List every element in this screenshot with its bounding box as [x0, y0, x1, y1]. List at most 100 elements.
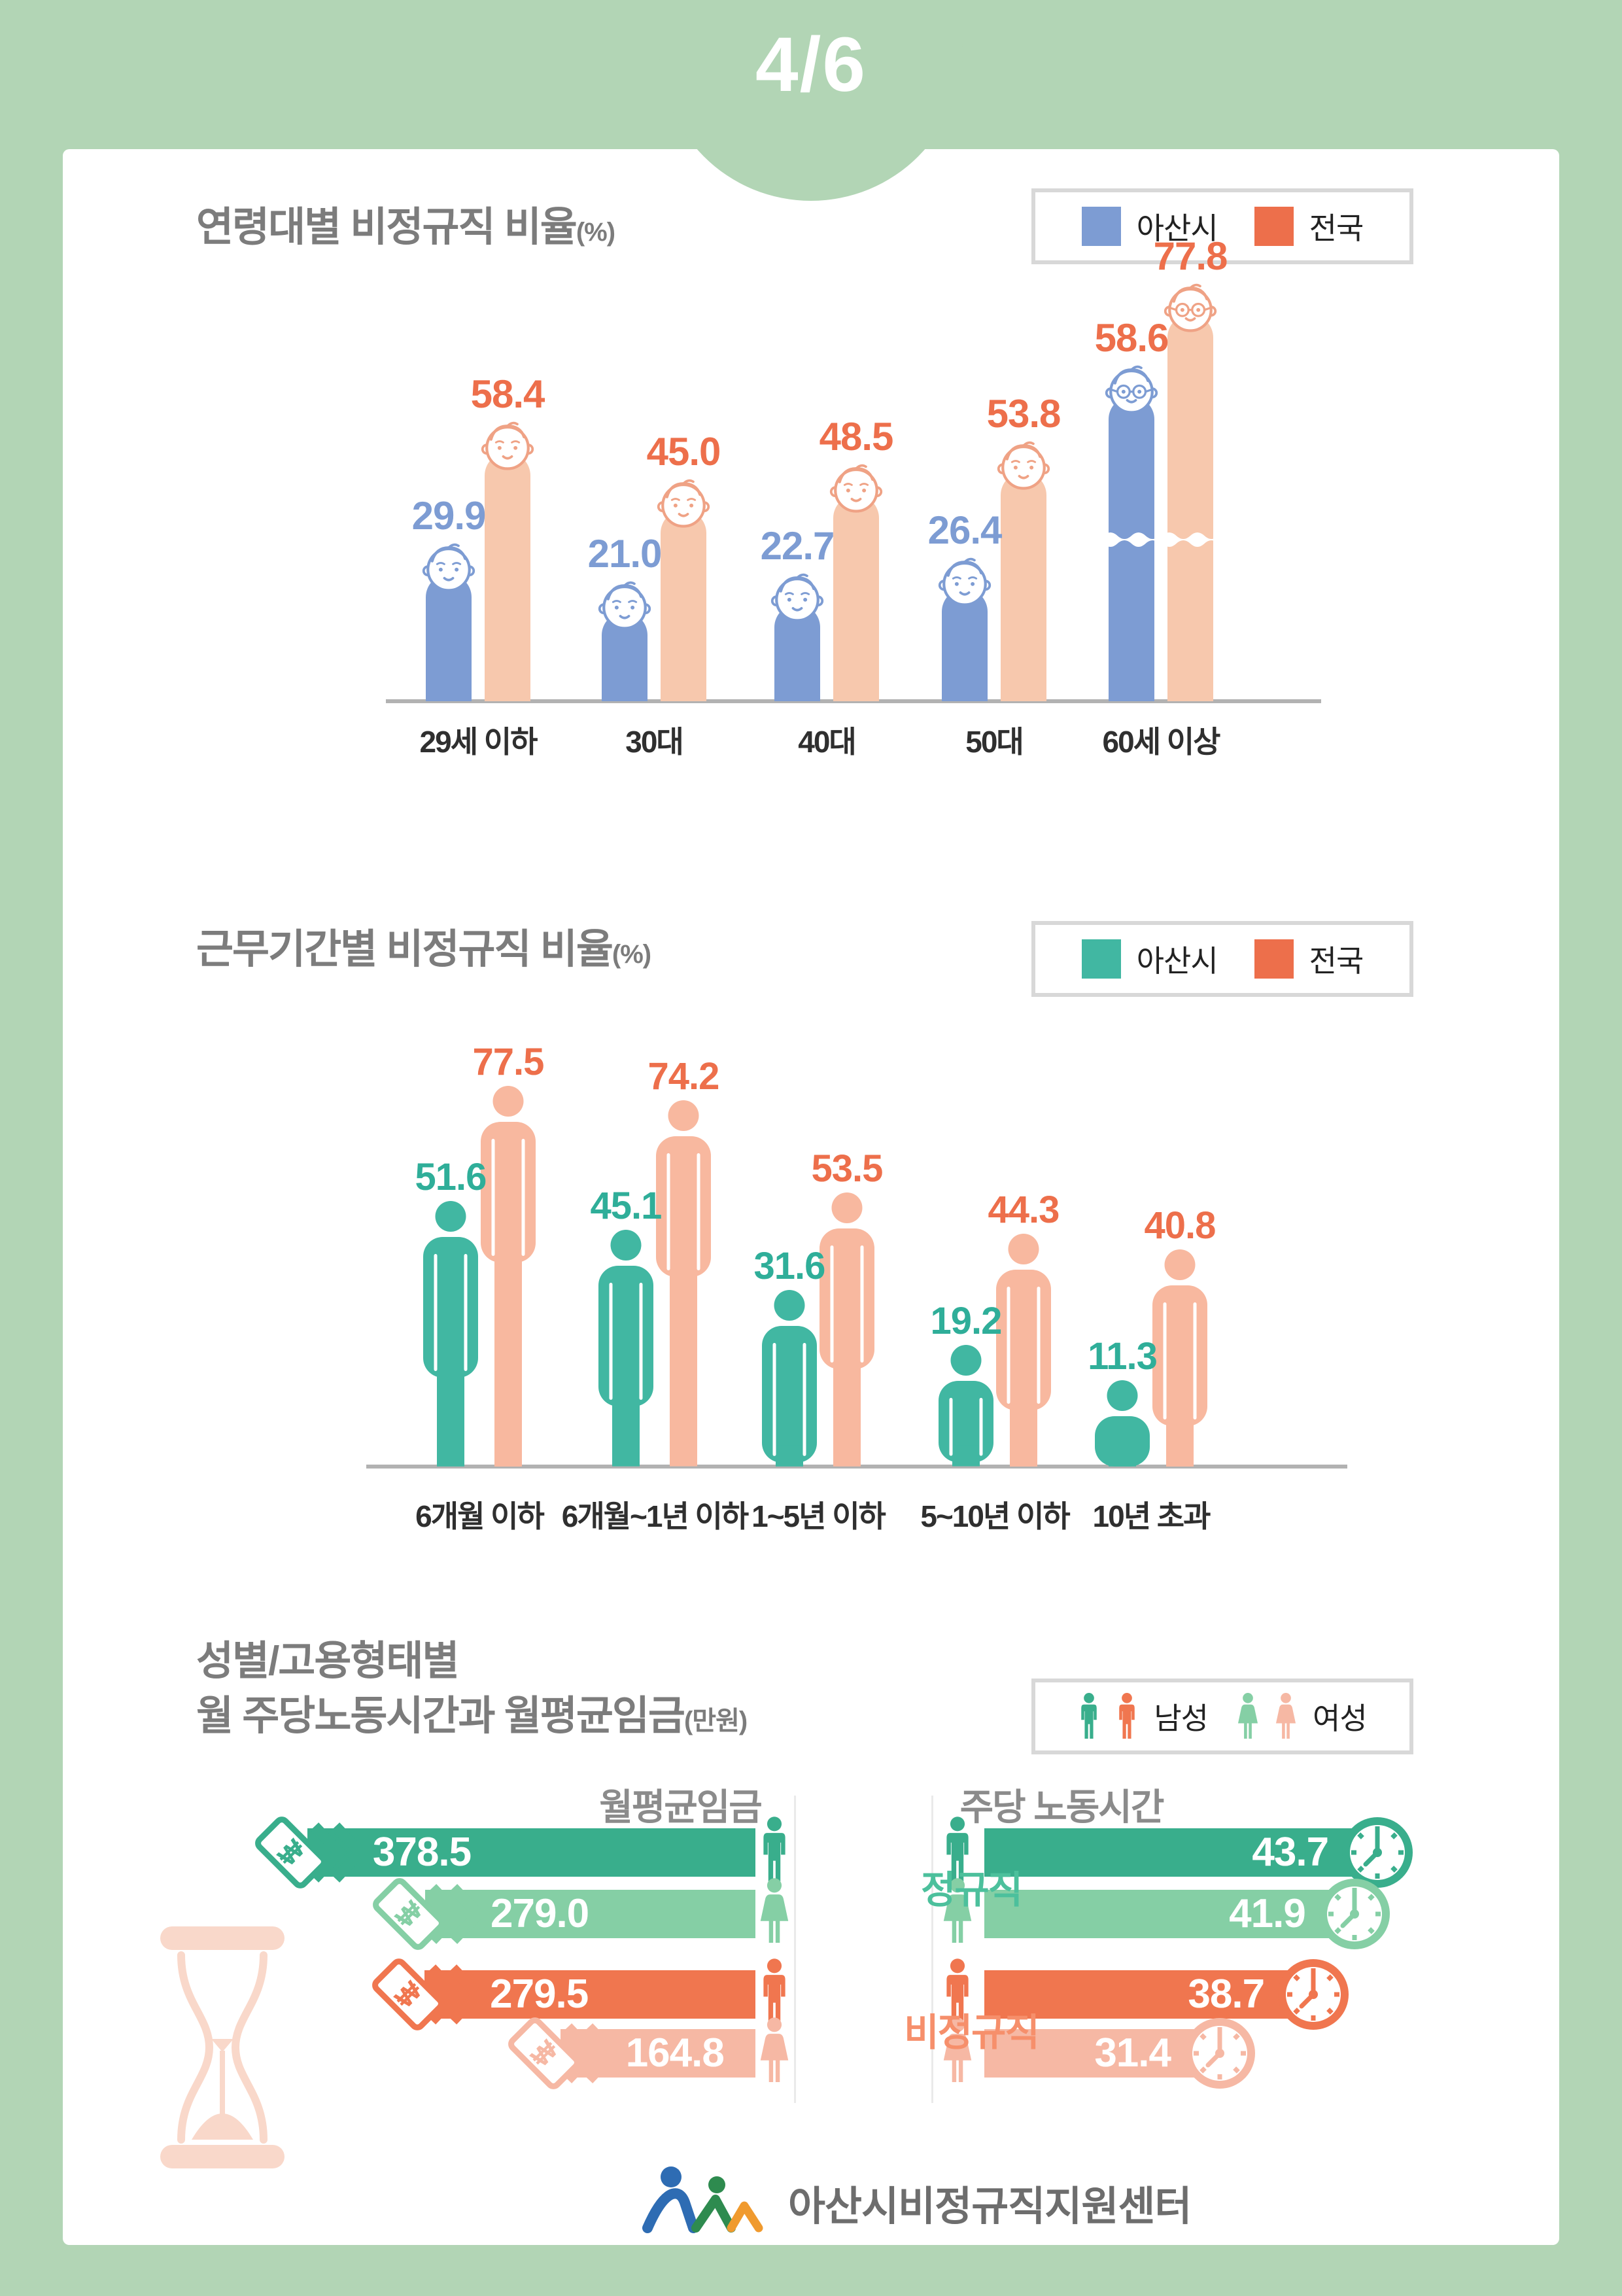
center-logo-mark: [642, 2166, 763, 2233]
legend-item-national: 전국: [1254, 205, 1364, 248]
chart1-bar-전국: [833, 495, 879, 701]
wage-value: 164.8: [625, 2030, 725, 2076]
hourglass-icon: [160, 1926, 285, 2168]
chart2-value-label: 44.3: [988, 1188, 1060, 1231]
person-pictogram: [598, 1230, 653, 1467]
wage-value: 378.5: [372, 1830, 472, 1875]
chart2-category-label: 1~5년 이하: [751, 1499, 886, 1533]
chart2-axis: [366, 1465, 1347, 1469]
chart2-value-label: 45.1: [590, 1185, 663, 1228]
national-swatch: [1254, 939, 1294, 979]
male-label: 남성: [1154, 1701, 1209, 1735]
person-pictogram: [939, 1345, 993, 1467]
chart1-bar-전국: [1001, 472, 1046, 701]
wage-bar: [307, 1828, 755, 1877]
female-icon: [1275, 1693, 1296, 1739]
clock-icon: [1319, 1879, 1390, 1949]
chart2-value-label: 77.5: [472, 1041, 545, 1083]
chart1-value-label: 26.4: [927, 508, 1003, 553]
chart2-category-label: 5~10년 이하: [920, 1499, 1070, 1533]
male-person-icon: [763, 1817, 785, 1881]
person-face-icon: [598, 581, 651, 630]
person-face-icon: [422, 543, 475, 592]
person-face-icon: [481, 422, 534, 471]
chart1-title: 연령대별 비정규직 비율(%): [196, 194, 615, 252]
chart2-value-label: 11.3: [1088, 1335, 1158, 1378]
chart1-title-unit: (%): [576, 218, 615, 247]
person-pictogram: [656, 1100, 711, 1467]
chart2-category-label: 6개월~1년 이하: [561, 1499, 749, 1533]
legend-item-asan: 아산시: [1081, 937, 1218, 981]
chart1-bar-아산시: [942, 589, 988, 701]
chart1-value-label: 77.8: [1153, 234, 1228, 279]
chart3-title-line2: 월 주당노동시간과 월평균임금: [196, 1694, 685, 1739]
chart3-title: 성별/고용형태별 월 주당노동시간과 월평균임금(만원): [196, 1634, 748, 1748]
axis-break-wave: [1162, 532, 1218, 547]
chart1-category-label: 50대: [965, 725, 1024, 759]
male-icon: [1081, 1693, 1097, 1739]
legend-item-female: 여성: [1237, 1692, 1368, 1741]
person-pictogram: [423, 1201, 478, 1467]
clock-icon: [1184, 2018, 1255, 2089]
person-pictogram: [820, 1192, 874, 1467]
regular-group-label: 정규직: [920, 1869, 1023, 1911]
chart1-bar-아산시: [1109, 396, 1154, 701]
chart1-axis: [386, 699, 1321, 703]
hours-bar: [984, 1890, 1364, 1938]
chart1-category-label: 60세 이상: [1102, 725, 1221, 759]
chart2-value-label: 53.5: [811, 1147, 884, 1191]
wage-column-header: 월평균임금: [599, 1786, 763, 1828]
male-person-icon: [946, 1958, 969, 2023]
chart1-value-label: 58.6: [1094, 316, 1169, 360]
nonregular-group-label: 비정규직: [904, 2011, 1039, 2054]
chart1-value-label: 58.4: [470, 372, 545, 417]
chart3-title-unit: (만원): [683, 1707, 748, 1735]
won-banknote-icon: ₩: [254, 1817, 363, 1888]
female-person-icon: [943, 1878, 972, 1943]
section3-divider-left: [794, 1796, 796, 2103]
chart3-legend: 남성 여성: [1031, 1679, 1413, 1754]
chart1-value-label: 48.5: [819, 414, 894, 459]
chart1-title-text: 연령대별 비정규직 비율: [196, 205, 578, 250]
chart1-value-label: 45.0: [646, 429, 721, 474]
hours-value: 31.4: [1094, 2030, 1171, 2076]
legend-item-national: 전국: [1254, 937, 1364, 981]
male-person-icon: [946, 1817, 969, 1881]
chart2-legend: 아산시 전국: [1031, 921, 1413, 997]
person-pictogram: [1095, 1380, 1150, 1467]
hours-column-header: 주당 노동시간: [959, 1786, 1165, 1828]
chart1-bar-아산시: [426, 574, 472, 701]
chart2-value-label: 31.6: [753, 1245, 826, 1288]
hours-value: 38.7: [1188, 1972, 1265, 2017]
won-banknote-icon: ₩: [508, 2017, 616, 2089]
asan-label: 아산시: [1136, 944, 1218, 978]
hours-value: 43.7: [1252, 1830, 1329, 1875]
won-banknote-icon: ₩: [372, 1958, 481, 2030]
female-icon: [1237, 1693, 1258, 1739]
chart2-title-text: 근무기간별 비정규직 비율: [196, 927, 613, 972]
section3-divider-right: [931, 1796, 933, 2103]
chart2-title-unit: (%): [612, 940, 651, 969]
person-face-icon: [829, 464, 883, 513]
person-face-icon: [1105, 365, 1158, 414]
hours-value: 41.9: [1229, 1891, 1306, 1936]
person-face-icon: [657, 479, 710, 528]
chart2-value-label: 74.2: [647, 1055, 720, 1098]
chart2-value-label: 19.2: [930, 1300, 1003, 1343]
female-label: 여성: [1313, 1701, 1368, 1735]
person-face-icon: [770, 574, 824, 623]
asan-swatch: [1081, 207, 1121, 246]
clock-icon: [1342, 1817, 1413, 1888]
chart2-category-label: 10년 초과: [1092, 1499, 1211, 1533]
chart2-category-label: 6개월 이하: [415, 1499, 545, 1533]
legend-item-male: 남성: [1078, 1692, 1209, 1741]
female-person-icon: [943, 2017, 972, 2082]
chart1-category-label: 29세 이하: [419, 725, 538, 759]
national-swatch: [1254, 207, 1294, 246]
female-person-icon: [760, 1878, 789, 1943]
national-label: 전국: [1309, 211, 1364, 245]
asan-label: 아산시: [1136, 211, 1218, 245]
wage-value: 279.5: [490, 1972, 589, 2017]
chart1-category-label: 30대: [625, 725, 684, 759]
person-pictogram: [481, 1086, 536, 1467]
